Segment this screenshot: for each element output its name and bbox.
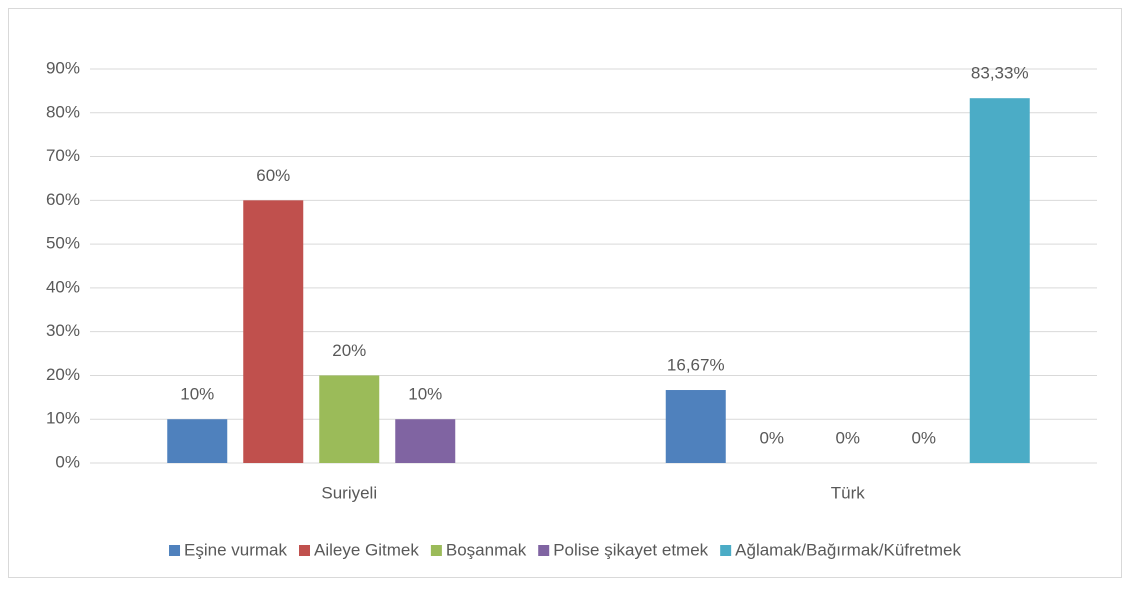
- y-tick-label: 0%: [55, 452, 80, 471]
- data-label: 83,33%: [971, 64, 1029, 83]
- data-label: 0%: [835, 428, 860, 447]
- bar: [395, 419, 456, 463]
- legend-label: Ağlamak/Bağırmak/Küfretmek: [735, 540, 961, 559]
- data-label: 10%: [408, 385, 442, 404]
- legend-swatch: [538, 545, 550, 556]
- data-label: 16,67%: [667, 356, 725, 375]
- legend-label: Boşanmak: [446, 540, 527, 559]
- legend-swatch: [299, 545, 311, 556]
- y-tick-label: 10%: [46, 409, 80, 428]
- chart-border: [8, 8, 1122, 578]
- bar: [969, 98, 1030, 464]
- y-tick-label: 20%: [46, 365, 80, 384]
- legend-swatch: [169, 545, 181, 556]
- legend-label: Eşine vurmak: [184, 540, 287, 559]
- y-tick-label: 30%: [46, 321, 80, 340]
- y-tick-label: 50%: [46, 234, 80, 253]
- legend-label: Polise şikayet etmek: [553, 540, 708, 559]
- x-tick-label: Suriyeli: [321, 483, 377, 502]
- data-label: 10%: [180, 385, 214, 404]
- data-label: 20%: [332, 341, 366, 360]
- data-label: 0%: [911, 428, 936, 447]
- data-label: 60%: [256, 166, 290, 185]
- x-tick-label: Türk: [831, 483, 866, 502]
- y-tick-label: 70%: [46, 146, 80, 165]
- bar: [665, 390, 726, 463]
- y-tick-label: 60%: [46, 190, 80, 209]
- y-tick-label: 40%: [46, 277, 80, 296]
- y-tick-label: 90%: [46, 58, 80, 77]
- legend-label: Aileye Gitmek: [314, 540, 419, 559]
- bar: [319, 375, 380, 463]
- legend-swatch: [430, 545, 442, 556]
- data-label: 0%: [759, 428, 784, 447]
- bar: [167, 419, 228, 463]
- legend-swatch: [720, 545, 732, 556]
- y-tick-label: 80%: [46, 102, 80, 121]
- bar: [243, 200, 304, 464]
